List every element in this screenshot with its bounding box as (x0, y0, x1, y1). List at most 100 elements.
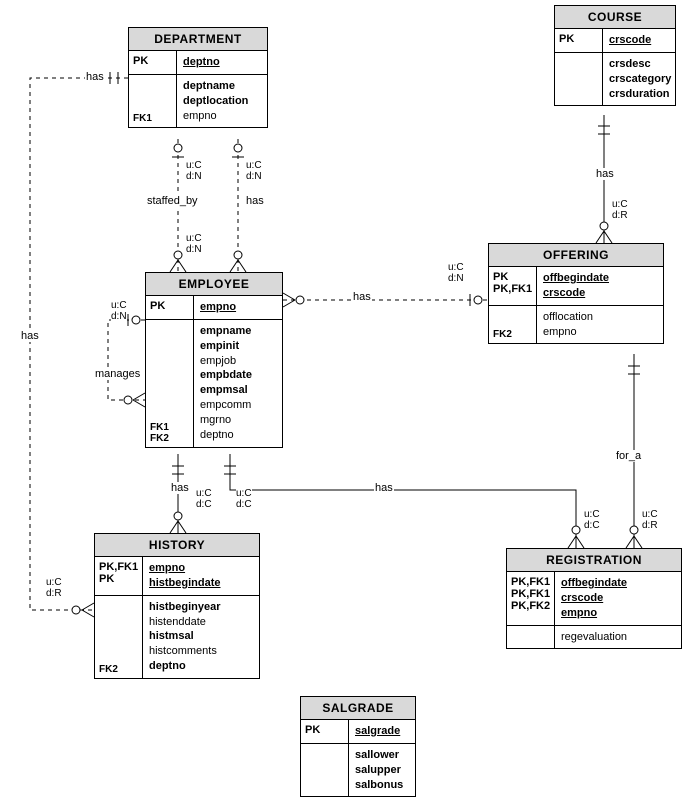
attr-cell: offbegindatecrscode (537, 267, 663, 305)
er-diagram: staffed_by has has has has has has for_a… (0, 0, 690, 803)
attr: crscategory (609, 72, 671, 87)
entity-title: DEPARTMENT (129, 28, 267, 51)
entity-row: regevaluation (507, 626, 681, 649)
attr: deptno (149, 659, 253, 674)
card-7: u:C d:C (196, 488, 212, 510)
entity-employee: EMPLOYEEPK empno empnameempinitempjobempbd… (145, 272, 283, 448)
entity-row: PK,FK1 PKempnohistbegindate (95, 557, 259, 596)
attr: salupper (355, 763, 409, 778)
card-5: u:C d:N (448, 262, 464, 284)
edges-layer (0, 0, 690, 803)
attr: deptname (183, 79, 261, 94)
attr: crscode (561, 591, 675, 606)
label-for-a: for_a (615, 450, 642, 462)
entity-course: COURSEPKcrscodecrsdesccrscategorycrsdura… (554, 5, 676, 106)
attr: offlocation (543, 310, 657, 325)
attr-cell: deptno (177, 51, 267, 74)
attr: crsduration (609, 87, 671, 102)
pk-cell (555, 53, 603, 106)
attr: empjob (200, 354, 276, 369)
entity-row: PKcrscode (555, 29, 675, 53)
entity-row: crsdesccrscategorycrsduration (555, 53, 675, 106)
label-has-3: has (352, 291, 372, 303)
entity-title: REGISTRATION (507, 549, 681, 572)
attr: histbeginyear (149, 600, 253, 615)
attr-cell: deptnamedeptlocationempno (177, 75, 267, 128)
entity-row: PK,FK1 PK,FK1 PK,FK2offbegindatecrscodee… (507, 572, 681, 626)
card-11: u:C d:R (46, 577, 62, 599)
attr: deptno (200, 428, 276, 443)
pk-cell: PK PK,FK1 (489, 267, 537, 305)
fk-note: FK2 (99, 664, 118, 675)
entity-row: histbeginyearhistenddatehistmsalhistcomm… (95, 596, 259, 678)
attr: empcomm (200, 398, 276, 413)
attr-cell: empno (194, 296, 282, 319)
attr: salgrade (355, 724, 409, 739)
card-1: u:C d:N (186, 160, 202, 182)
attr: empno (200, 300, 276, 315)
card-3: u:C d:N (186, 233, 202, 255)
attr: deptlocation (183, 94, 261, 109)
entity-row: PK empno (146, 296, 282, 320)
label-has-1: has (245, 195, 265, 207)
card-6: u:C d:R (612, 199, 628, 221)
card-9: u:C d:C (584, 509, 600, 531)
attr-cell: salgrade (349, 720, 415, 743)
attr: empno (183, 109, 261, 124)
entity-title: COURSE (555, 6, 675, 29)
attr: sallower (355, 748, 409, 763)
attr: crscode (609, 33, 669, 48)
entity-row: PK PK,FK1offbegindatecrscode (489, 267, 663, 306)
pk-cell: PK (301, 720, 349, 743)
attr: empbdate (200, 368, 276, 383)
entity-salgrade: SALGRADEPKsalgradesallowersaluppersalbon… (300, 696, 416, 797)
entity-row: PK salgrade (301, 720, 415, 744)
attr-cell: crscode (603, 29, 675, 52)
attr-cell: empnohistbegindate (143, 557, 259, 595)
card-4: u:C d:N (111, 300, 127, 322)
label-staffed-by: staffed_by (146, 195, 199, 207)
card-2: u:C d:N (246, 160, 262, 182)
attr: histbegindate (149, 576, 253, 591)
attr: empmsal (200, 383, 276, 398)
attr-cell: sallowersaluppersalbonus (349, 744, 415, 797)
edge-manages (108, 314, 145, 407)
entity-title: EMPLOYEE (146, 273, 282, 296)
attr: offbegindate (561, 576, 675, 591)
fk-note: FK1 (133, 113, 152, 124)
pk-cell: PK,FK1 PK,FK1 PK,FK2 (507, 572, 555, 625)
pk-cell: PK,FK1 PK (95, 557, 143, 595)
entity-title: OFFERING (489, 244, 663, 267)
attr: histmsal (149, 629, 253, 644)
attr: deptno (183, 55, 261, 70)
attr: salbonus (355, 778, 409, 793)
label-has-2: has (85, 71, 105, 83)
attr: empno (561, 606, 675, 621)
edge-emp-has-offering (283, 293, 488, 307)
label-has-5: has (170, 482, 190, 494)
pk-cell: PK (146, 296, 194, 319)
card-10: u:C d:R (642, 509, 658, 531)
edge-dept-has-emp (230, 139, 246, 272)
attr: crsdesc (609, 57, 671, 72)
attr-cell: offlocationempno (537, 306, 663, 344)
attr-cell: regevaluation (555, 626, 681, 649)
entity-offering: OFFERINGPK PK,FK1offbegindatecrscodeoffl… (488, 243, 664, 344)
entity-history: HISTORYPK,FK1 PKempnohistbegindatehistbe… (94, 533, 260, 679)
label-has-6: has (374, 482, 394, 494)
attr-cell: offbegindatecrscodeempno (555, 572, 681, 625)
fk-note: FK2 (493, 329, 512, 340)
attr: offbegindate (543, 271, 657, 286)
entity-row: deptnamedeptlocationempno FK1 (129, 75, 267, 128)
attr: empno (149, 561, 253, 576)
attr-cell: empnameempinitempjobempbdateempmsalempco… (194, 320, 282, 447)
attr: empname (200, 324, 276, 339)
pk-cell (507, 626, 555, 649)
fk-note: FK1 FK2 (150, 422, 169, 444)
pk-cell (301, 744, 349, 797)
pk-cell: PK (129, 51, 177, 74)
attr-cell: crsdesccrscategorycrsduration (603, 53, 677, 106)
edge-emp-has-registration (224, 454, 584, 548)
entity-row: offlocationempno FK2 (489, 306, 663, 344)
attr: crscode (543, 286, 657, 301)
